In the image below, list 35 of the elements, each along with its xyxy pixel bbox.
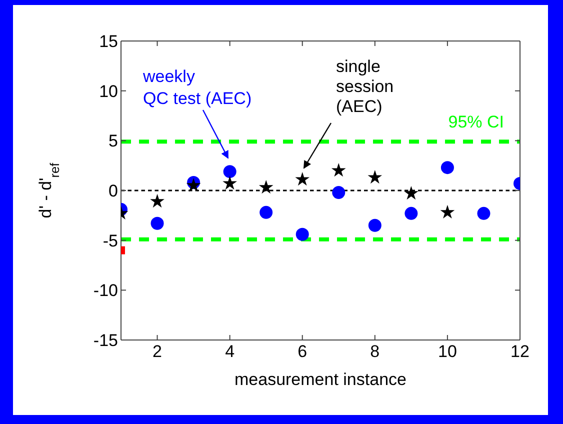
point	[186, 178, 201, 192]
point	[368, 218, 382, 232]
y-tick-label: 10	[99, 82, 118, 101]
point	[331, 163, 346, 177]
point	[260, 206, 273, 219]
y-tick-label: -15	[93, 331, 118, 350]
annotation: single session (AEC)	[336, 57, 394, 116]
point	[258, 180, 274, 194]
x-tick-label: 12	[510, 342, 530, 362]
point	[222, 176, 237, 190]
x-tick-label: 10	[438, 342, 457, 362]
point	[404, 206, 418, 220]
annotation: weekly QC test (AEC)	[142, 67, 252, 108]
point	[332, 186, 346, 199]
x-tick-label: 4	[225, 342, 235, 362]
y-tick-label: 0	[108, 182, 118, 201]
point	[404, 186, 418, 200]
point	[440, 204, 455, 219]
x-tick-label: 8	[370, 342, 380, 362]
point	[296, 228, 309, 241]
point	[477, 206, 490, 220]
point	[368, 170, 382, 184]
y-tick-label: 15	[99, 32, 118, 52]
ref-line-label: 95% CI	[448, 112, 504, 132]
point	[223, 165, 236, 178]
point	[150, 194, 164, 208]
x-axis-title: measurement instance	[234, 370, 406, 389]
y-tick-label: 5	[108, 132, 118, 151]
y-tick-label: -10	[93, 281, 118, 300]
point	[295, 172, 310, 186]
y-tick-label: -5	[102, 231, 118, 250]
x-tick-label: 6	[298, 342, 308, 362]
x-tick-label: 2	[152, 342, 162, 362]
point	[440, 161, 454, 174]
point	[150, 216, 164, 230]
